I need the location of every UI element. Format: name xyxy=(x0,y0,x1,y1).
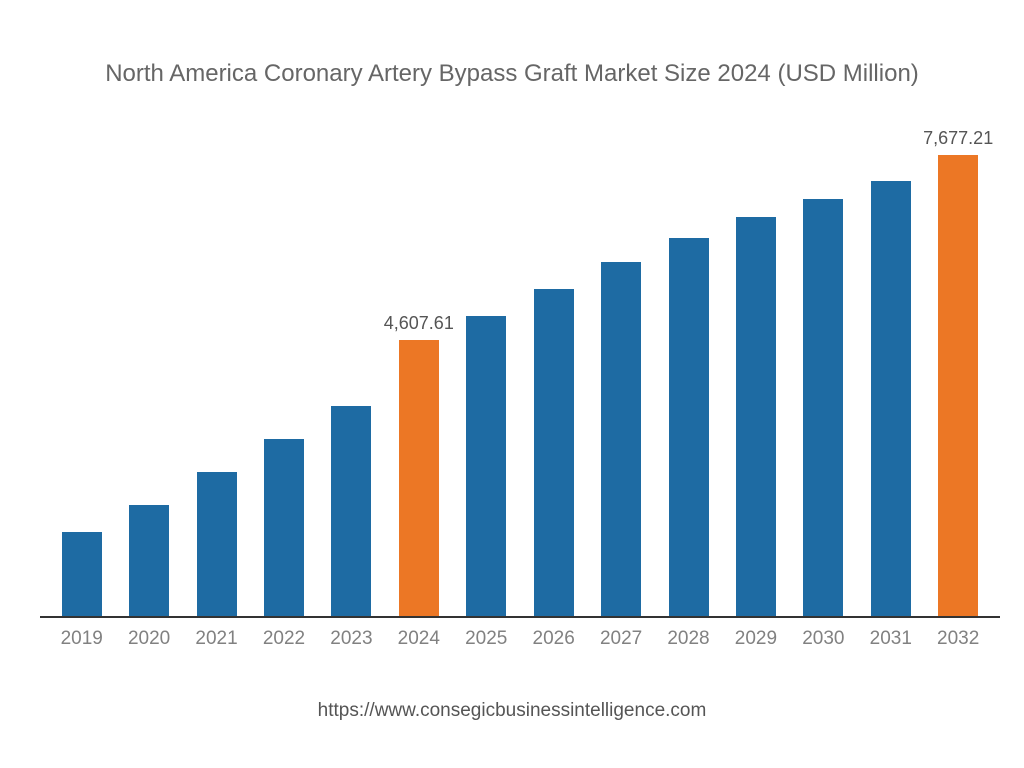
x-tick: 2022 xyxy=(250,628,317,650)
bar-slot-2021 xyxy=(183,138,250,616)
bar-2032 xyxy=(938,155,978,616)
x-tick: 2030 xyxy=(790,628,857,650)
bar-2023 xyxy=(331,406,371,616)
bar-slot-2022 xyxy=(250,138,317,616)
x-tick: 2029 xyxy=(722,628,789,650)
bar-2019 xyxy=(62,532,102,616)
bar-2027 xyxy=(601,262,641,616)
x-tick: 2021 xyxy=(183,628,250,650)
x-tick: 2028 xyxy=(655,628,722,650)
bar-2031 xyxy=(871,181,911,616)
bar-2021 xyxy=(197,472,237,616)
bar-2029 xyxy=(736,217,776,616)
source-url: https://www.consegicbusinessintelligence… xyxy=(20,700,1004,722)
x-tick: 2032 xyxy=(924,628,991,650)
bar-2026 xyxy=(534,289,574,616)
bar-slot-2030 xyxy=(790,138,857,616)
bar-slot-2032: 7,677.21 xyxy=(924,138,991,616)
x-tick: 2027 xyxy=(587,628,654,650)
bar-slot-2028 xyxy=(655,138,722,616)
bar-2030 xyxy=(803,199,843,616)
x-tick: 2026 xyxy=(520,628,587,650)
bar-slot-2029 xyxy=(722,138,789,616)
bar-slot-2031 xyxy=(857,138,924,616)
chart-title: North America Coronary Artery Bypass Gra… xyxy=(20,60,1004,88)
x-tick: 2019 xyxy=(48,628,115,650)
bar-value-label: 7,677.21 xyxy=(888,128,1024,149)
bar-slot-2019 xyxy=(48,138,115,616)
bar-slot-2024: 4,607.61 xyxy=(385,138,452,616)
bar-2025 xyxy=(466,316,506,616)
bar-slot-2023 xyxy=(318,138,385,616)
plot-area: 4,607.61 7,677.21 xyxy=(40,138,1000,618)
chart-container: North America Coronary Artery Bypass Gra… xyxy=(0,0,1024,768)
bar-2020 xyxy=(129,505,169,616)
bar-slot-2020 xyxy=(115,138,182,616)
bars-group: 4,607.61 7,677.21 xyxy=(40,138,1000,616)
x-axis: 2019 2020 2021 2022 2023 2024 2025 2026 … xyxy=(40,618,1000,650)
x-tick: 2031 xyxy=(857,628,924,650)
bar-2022 xyxy=(264,439,304,616)
bar-2024 xyxy=(399,340,439,616)
x-tick: 2020 xyxy=(115,628,182,650)
x-tick: 2025 xyxy=(453,628,520,650)
bar-slot-2026 xyxy=(520,138,587,616)
bar-slot-2027 xyxy=(587,138,654,616)
x-tick: 2023 xyxy=(318,628,385,650)
bar-2028 xyxy=(669,238,709,616)
bar-slot-2025 xyxy=(453,138,520,616)
x-tick: 2024 xyxy=(385,628,452,650)
